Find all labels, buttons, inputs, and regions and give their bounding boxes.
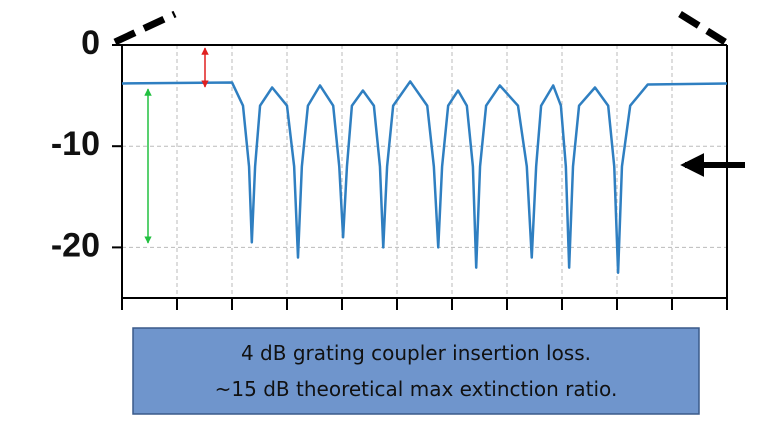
y-tick-label: 0 [81,24,100,62]
y-tick-label: -20 [51,226,100,264]
y-tick-label: -10 [51,125,100,163]
plot [121,80,728,274]
note-box [132,327,700,415]
annotation: ~15 dB theoretical max extinction ratio. [215,377,618,401]
dashed-line [113,10,177,46]
annotation: 4 dB grating coupler insertion loss. [241,341,591,365]
dashed-line [678,11,727,45]
line-series [121,80,728,274]
